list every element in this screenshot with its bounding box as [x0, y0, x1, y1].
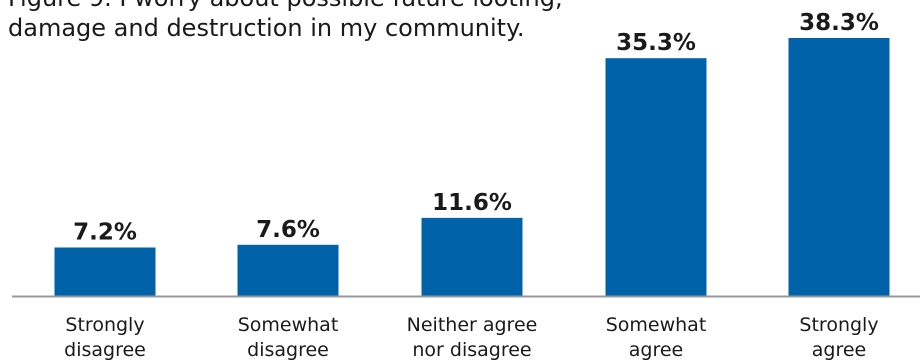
- bars: [54, 38, 890, 296]
- value-label: 35.3%: [616, 30, 696, 56]
- category-label: Neither agree: [407, 314, 538, 336]
- category-labels: Strongly disagree Somewhat disagree Neither …: [64, 314, 878, 361]
- category-label: disagree: [64, 339, 146, 361]
- category-label: nor disagree: [412, 339, 531, 361]
- category-label: disagree: [247, 339, 329, 361]
- category-label: Strongly: [65, 314, 144, 336]
- category-label: agree: [629, 339, 683, 361]
- value-label: 7.6%: [256, 217, 320, 243]
- chart-title-line: Figure 9. I worry about possible future …: [8, 0, 563, 12]
- bar: [788, 38, 890, 296]
- value-label: 38.3%: [799, 10, 879, 36]
- chart-title: Figure 9. I worry about possible future …: [8, 0, 563, 42]
- value-label: 11.6%: [432, 190, 512, 216]
- value-label: 7.2%: [73, 219, 137, 245]
- category-label: Somewhat: [238, 314, 339, 336]
- bar: [605, 58, 707, 296]
- category-label: Somewhat: [606, 314, 707, 336]
- value-labels: 7.2% 7.6% 11.6% 35.3% 38.3%: [73, 10, 879, 245]
- chart-title-line: damage and destruction in my community.: [8, 14, 525, 42]
- bar: [421, 217, 523, 296]
- bar: [54, 247, 156, 296]
- category-label: Strongly: [799, 314, 878, 336]
- category-label: agree: [812, 339, 866, 361]
- bar: [237, 244, 339, 296]
